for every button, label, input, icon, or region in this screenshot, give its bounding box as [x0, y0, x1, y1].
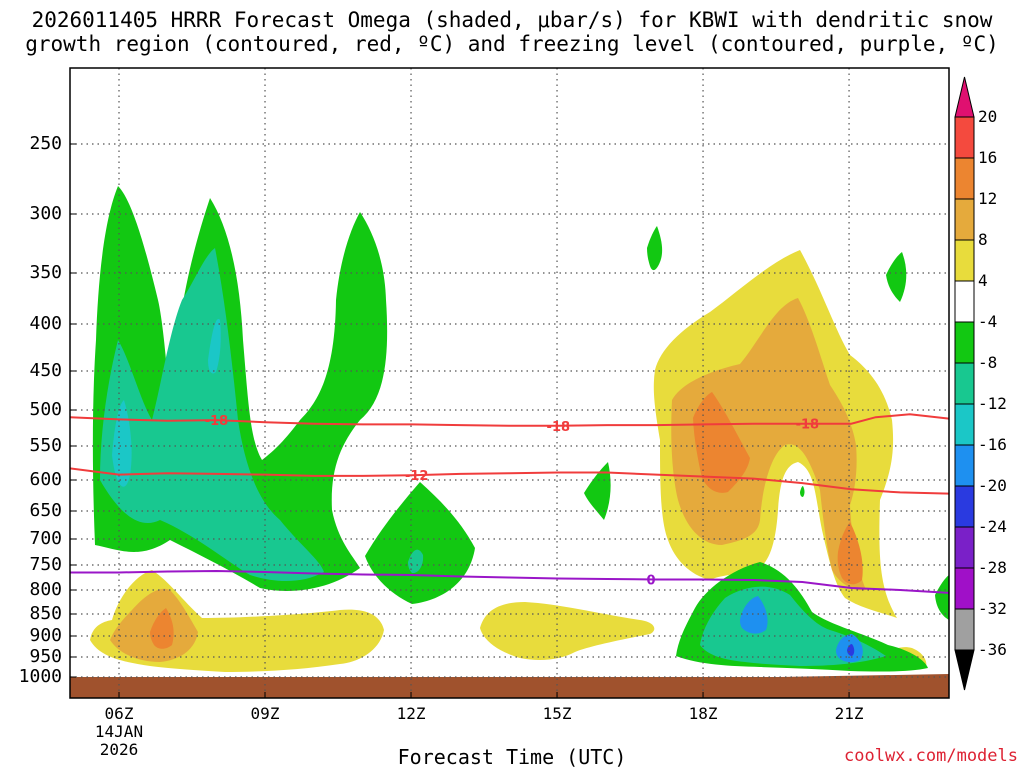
x-tick-label-06Z: 06Z 14JAN 2026 [94, 704, 144, 759]
grid [70, 68, 949, 698]
contour-lines: -18 -18 -18 -12 0 [70, 413, 949, 594]
colorbar-label-9: -20 [978, 476, 1007, 495]
omega-shading [70, 186, 949, 698]
y-tick-label-300: 300 [29, 203, 62, 224]
colorbar-label-0: 20 [978, 107, 998, 126]
omega-teal-mid [408, 549, 424, 574]
credit-link[interactable]: coolwx.com/models [844, 746, 1018, 766]
omega-darkorange-right2 [837, 522, 863, 585]
colorbar-swatch-5 [954, 321, 975, 364]
colorbar-swatch-10 [954, 526, 975, 569]
colorbar-label-5: -4 [978, 312, 998, 331]
plot-frame [69, 67, 950, 699]
colorbar-swatch-3 [954, 239, 975, 282]
y-tick-label-600: 600 [29, 469, 62, 490]
omega-darkorange-right [693, 392, 750, 493]
y-tick-label-350: 350 [29, 262, 62, 283]
freezing-level-contour [70, 569, 949, 594]
x-tick-label-15Z: 15Z [542, 704, 572, 723]
omega-cyan-upper [208, 319, 221, 374]
colorbar-swatch-1 [954, 157, 975, 200]
colorbar-swatch-0 [954, 116, 975, 159]
x-tick-label-18Z: 18Z [688, 704, 718, 723]
colorbar-label-1: 16 [978, 148, 998, 167]
omega-green-small4 [935, 575, 949, 620]
omega-cyan-left [112, 400, 132, 487]
colorbar-swatch-11 [954, 567, 975, 610]
axis-ticks [70, 143, 850, 698]
colorbar-label-8: -16 [978, 435, 1007, 454]
omega-teal-left [100, 248, 324, 581]
omega-darkorange-bottom-left [150, 608, 174, 649]
omega-green-small3 [886, 252, 907, 302]
y-tick-label-1000: 1000 [18, 666, 62, 687]
colorbar-swatch-4 [954, 280, 975, 323]
y-tick-label-450: 450 [29, 360, 62, 381]
chart-title-line1: 2026011405 HRRR Forecast Omega (shaded, … [31, 8, 993, 32]
colorbar-label-12: -32 [978, 599, 1007, 618]
y-tick-label-950: 950 [29, 646, 62, 667]
dgz-bottom-contour [70, 467, 949, 495]
y-tick-label-550: 550 [29, 435, 62, 456]
x-tick-label-09Z: 09Z [250, 704, 280, 723]
chart-title-line2: growth region (contoured, red, ºC) and f… [25, 32, 999, 56]
colorbar-label-7: -12 [978, 394, 1007, 413]
y-tick-label-650: 650 [29, 500, 62, 521]
omega-green-dot [800, 486, 805, 497]
colorbar-label-2: 12 [978, 189, 998, 208]
colorbar-swatch-2 [954, 198, 975, 241]
dgz-top-label-2: -18 [796, 418, 820, 433]
x-tick-label-12Z: 12Z [396, 704, 426, 723]
omega-green-small1 [584, 462, 611, 520]
colorbar-label-4: 4 [978, 271, 988, 290]
colorbar-bottom-arrow [954, 649, 975, 691]
colorbar-label-10: -24 [978, 517, 1007, 536]
x-axis-title: Forecast Time (UTC) [397, 745, 627, 769]
colorbar-swatch-12 [954, 608, 975, 651]
colorbar-label-6: -8 [978, 353, 998, 372]
freezing-level-label-0: 0 [647, 573, 656, 588]
colorbar-label-3: 8 [978, 230, 988, 249]
colorbar-swatch-8 [954, 444, 975, 487]
colorbar-swatch-7 [954, 403, 975, 446]
omega-green-small2 [647, 226, 663, 271]
dgz-top-contour [70, 413, 949, 427]
dgz-top-label-1: -18 [547, 420, 571, 435]
omega-green-mid [365, 482, 475, 604]
colorbar-swatch-6 [954, 362, 975, 405]
colorbar-label-11: -28 [978, 558, 1007, 577]
colorbar-label-13: -36 [978, 640, 1007, 659]
omega-blue-bottom-right1 [740, 596, 768, 634]
y-tick-label-900: 900 [29, 625, 62, 646]
ground-terrain [70, 674, 949, 698]
y-tick-label-500: 500 [29, 399, 62, 420]
colorbar-top-arrow [954, 76, 975, 118]
omega-yellow-bottom-mid [480, 602, 655, 660]
y-tick-label-750: 750 [29, 554, 62, 575]
y-tick-label-400: 400 [29, 313, 62, 334]
y-tick-label-250: 250 [29, 133, 62, 154]
dgz-top-label-0: -18 [205, 414, 229, 429]
x-tick-label-21Z: 21Z [834, 704, 864, 723]
y-tick-label-850: 850 [29, 603, 62, 624]
y-tick-label-700: 700 [29, 528, 62, 549]
dgz-bottom-label-0: -12 [405, 469, 429, 484]
colorbar-swatch-9 [954, 485, 975, 528]
colorbar [954, 76, 975, 691]
y-tick-label-800: 800 [29, 579, 62, 600]
